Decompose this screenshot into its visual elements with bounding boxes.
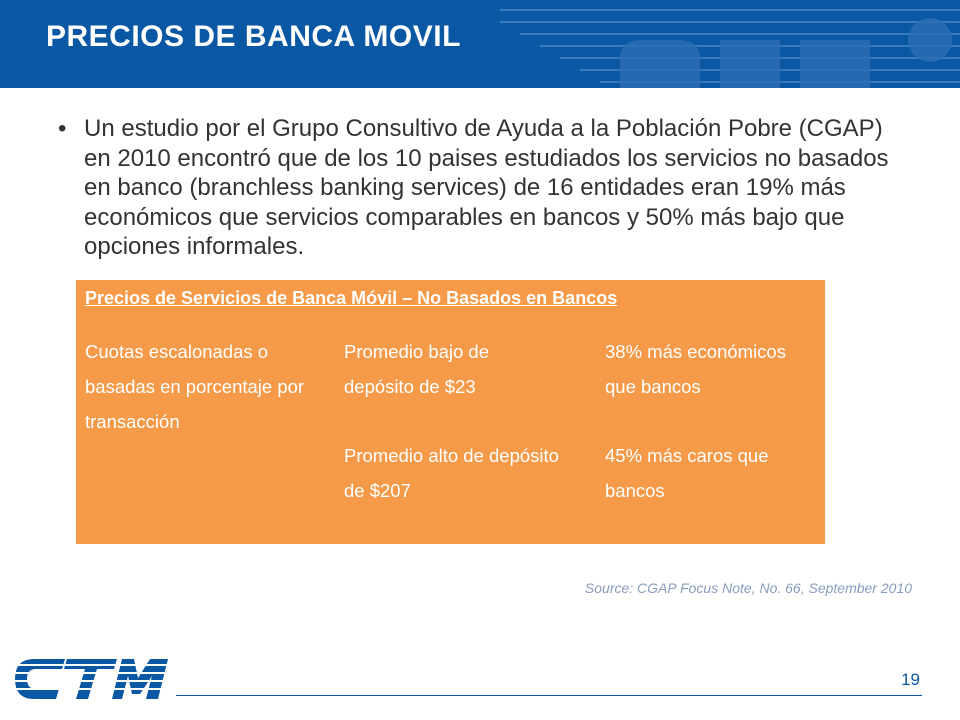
table-cell-low-deposit: Promedio bajo de depósito de $23 — [344, 341, 490, 397]
header-banner: PRECIOS DE BANCA MOVIL — [0, 0, 960, 88]
table-cell-high-deposit: Promedio alto de depósito de $207 — [344, 445, 559, 501]
header-logo-watermark — [500, 9, 960, 88]
source-citation: Source: CGAP Focus Note, No. 66, Septemb… — [584, 580, 912, 596]
footer-divider — [176, 695, 922, 696]
table-cell-low-result: 38% más económicos que bancos — [605, 341, 786, 397]
bullet-dot-icon: • — [58, 115, 67, 142]
slide-title: PRECIOS DE BANCA MOVIL — [46, 20, 461, 53]
company-logo — [12, 659, 170, 699]
bullet-text: Un estudio por el Grupo Consultivo de Ay… — [84, 115, 889, 260]
pricing-table-box: Precios de Servicios de Banca Móvil – No… — [76, 280, 825, 544]
table-cell-fee-type: Cuotas escalonadas o basadas en porcenta… — [85, 341, 305, 432]
page-number: 19 — [901, 670, 920, 689]
table-cell-high-result: 45% más caros que bancos — [605, 445, 769, 501]
table-title: Precios de Servicios de Banca Móvil – No… — [85, 288, 618, 308]
bullet-item: • Un estudio por el Grupo Consultivo de … — [58, 114, 908, 262]
